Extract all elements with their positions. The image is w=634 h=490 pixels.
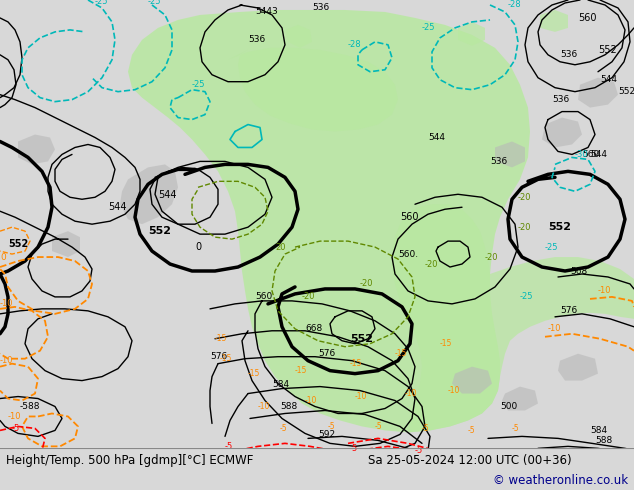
Text: 500: 500 — [500, 402, 517, 411]
Text: -5: -5 — [328, 422, 335, 431]
Polygon shape — [128, 10, 530, 432]
Text: -10: -10 — [8, 412, 22, 421]
Text: 584: 584 — [272, 380, 289, 389]
Text: Height/Temp. 500 hPa [gdmp][°C] ECMWF: Height/Temp. 500 hPa [gdmp][°C] ECMWF — [6, 454, 254, 466]
Text: -28: -28 — [508, 0, 522, 9]
Text: 5443: 5443 — [255, 7, 278, 17]
Text: -10: -10 — [0, 356, 13, 365]
Text: -5: -5 — [225, 442, 233, 451]
Text: 544: 544 — [108, 202, 127, 212]
Text: 536: 536 — [490, 157, 507, 166]
Text: 552: 552 — [598, 45, 617, 55]
Text: -20: -20 — [302, 293, 316, 301]
Text: 20: 20 — [275, 243, 285, 251]
Text: 544: 544 — [600, 75, 617, 84]
Polygon shape — [540, 10, 568, 32]
Text: -10: -10 — [548, 324, 562, 333]
Text: 560: 560 — [400, 212, 418, 222]
Polygon shape — [452, 367, 492, 393]
Polygon shape — [502, 387, 538, 411]
Text: -5: -5 — [12, 424, 20, 433]
Text: 0: 0 — [195, 242, 201, 252]
Text: -5: -5 — [350, 444, 358, 453]
Text: -588: -588 — [20, 402, 41, 411]
Polygon shape — [52, 231, 80, 257]
Polygon shape — [228, 48, 398, 131]
Text: 536: 536 — [248, 35, 265, 45]
Polygon shape — [285, 25, 312, 48]
Text: -20: -20 — [425, 260, 439, 269]
Text: 536: 536 — [312, 3, 329, 12]
Text: 552: 552 — [618, 87, 634, 96]
Polygon shape — [578, 78, 618, 108]
Text: 588: 588 — [595, 436, 612, 445]
Text: -15: -15 — [215, 334, 228, 343]
Text: -5: -5 — [468, 426, 476, 435]
Text: 576: 576 — [318, 349, 335, 358]
Text: -5: -5 — [422, 424, 430, 433]
Text: -28: -28 — [348, 40, 361, 49]
Text: 544: 544 — [158, 190, 176, 200]
Text: 552: 552 — [148, 226, 171, 236]
Text: -25: -25 — [192, 80, 205, 89]
Text: 584: 584 — [590, 426, 607, 435]
Text: -10: -10 — [448, 386, 460, 395]
Text: 576: 576 — [560, 306, 577, 316]
Text: -10: -10 — [0, 299, 13, 308]
Text: -10: -10 — [355, 392, 367, 401]
Text: -10: -10 — [258, 402, 270, 411]
Text: -15: -15 — [295, 366, 307, 375]
Text: 560: 560 — [255, 293, 272, 301]
Text: -20: -20 — [518, 222, 531, 232]
Text: 560.: 560. — [398, 249, 418, 259]
Text: 552: 552 — [8, 239, 29, 249]
Polygon shape — [495, 142, 525, 168]
Text: 536: 536 — [552, 95, 569, 104]
Text: -25: -25 — [422, 24, 436, 32]
Text: 568: 568 — [570, 267, 587, 275]
Text: -15: -15 — [350, 359, 363, 368]
Text: 552: 552 — [350, 334, 373, 344]
Text: -20: -20 — [485, 252, 498, 262]
Text: -30: -30 — [575, 150, 588, 159]
Polygon shape — [18, 135, 55, 165]
Text: -25: -25 — [520, 293, 533, 301]
Text: -5: -5 — [512, 424, 520, 433]
Text: -15: -15 — [440, 339, 453, 348]
Text: 544: 544 — [428, 133, 445, 142]
Text: 576: 576 — [210, 352, 227, 361]
Text: -20: -20 — [360, 279, 373, 289]
Polygon shape — [120, 165, 178, 224]
Text: 536: 536 — [560, 50, 577, 59]
Polygon shape — [558, 354, 598, 381]
Text: -20: -20 — [518, 193, 531, 202]
Text: -5: -5 — [375, 422, 383, 431]
Text: Sa 25-05-2024 12:00 UTC (00+36): Sa 25-05-2024 12:00 UTC (00+36) — [368, 454, 571, 466]
Text: -25: -25 — [545, 243, 559, 251]
Text: -5: -5 — [415, 446, 424, 455]
Text: -15: -15 — [395, 349, 408, 358]
Text: -15: -15 — [248, 369, 261, 378]
Text: 668: 668 — [305, 324, 322, 333]
Text: 592: 592 — [318, 430, 335, 439]
Text: 552: 552 — [548, 222, 571, 232]
Polygon shape — [542, 118, 582, 147]
Text: 588: 588 — [280, 402, 297, 411]
Polygon shape — [392, 204, 634, 432]
Text: 560: 560 — [582, 150, 599, 159]
Text: -10: -10 — [598, 287, 612, 295]
Text: -10: -10 — [405, 389, 417, 398]
Text: -10: -10 — [305, 396, 318, 405]
Text: © weatheronline.co.uk: © weatheronline.co.uk — [493, 474, 628, 488]
Text: -25: -25 — [148, 0, 162, 6]
Text: 560: 560 — [578, 13, 597, 23]
Text: -25: -25 — [95, 0, 108, 6]
Text: -5: -5 — [280, 424, 288, 433]
Text: -15: -15 — [220, 354, 233, 363]
Polygon shape — [458, 22, 485, 46]
Text: 0: 0 — [0, 252, 6, 262]
Text: 544: 544 — [590, 150, 607, 159]
